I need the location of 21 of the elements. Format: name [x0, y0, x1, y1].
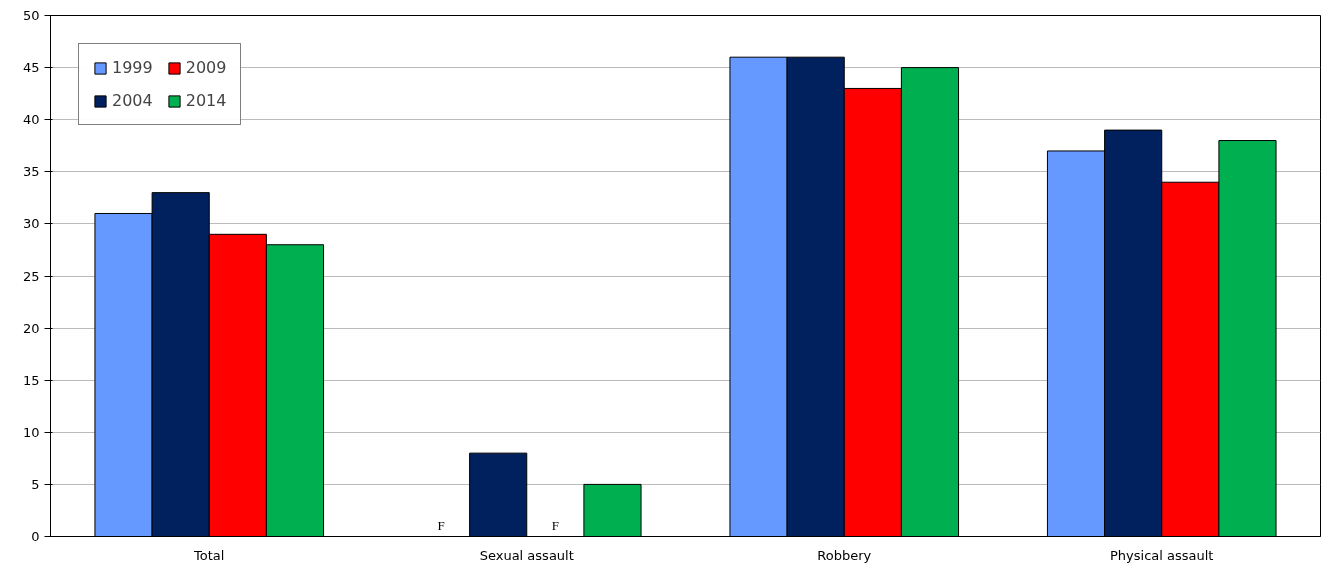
y-tick-label: 15	[22, 372, 40, 388]
x-tick-label: Robbery	[817, 547, 872, 563]
y-tick-label: 50	[22, 8, 40, 23]
text: F	[551, 517, 559, 533]
y-tick-label: 5	[31, 476, 40, 492]
legend-label: 1999	[112, 58, 153, 77]
y-tick-label: 40	[22, 112, 40, 128]
y-tick-label: 25	[22, 268, 40, 284]
y-tick-label: 20	[22, 320, 40, 336]
legend-label: 2014	[185, 91, 227, 110]
y-tick-label: 45	[22, 60, 40, 76]
x-tick-label: Sexual assault	[479, 547, 574, 563]
y-tick-label: 10	[22, 424, 40, 440]
y-tick-label: 35	[22, 164, 40, 180]
y-tick-label: 0	[31, 529, 40, 544]
text: F	[437, 517, 445, 533]
x-tick-label: Physical assault	[1110, 547, 1214, 563]
legend-label: 2009	[185, 58, 227, 77]
legend-label: 2004	[112, 91, 153, 110]
y-tick-label: 30	[22, 216, 40, 232]
x-tick-label: Total	[193, 547, 225, 563]
